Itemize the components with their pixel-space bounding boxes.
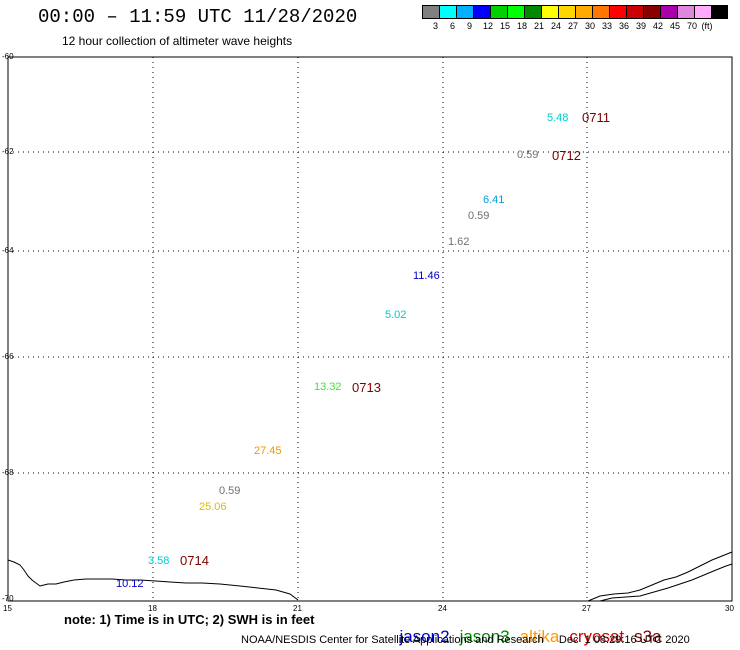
scale-label: 3 [432,21,438,31]
wave-height-label: 10.12 [116,578,144,590]
color-scale-labels: 3 6 9 12 15 18 21 24 27 30 33 36 39 42 4… [422,21,728,31]
lon-label-24: 24 [438,604,447,613]
scale-swatch [422,5,439,19]
lat-label-66: -66 [2,352,14,361]
scale-swatch [575,5,592,19]
lon-gridlines [152,57,588,601]
scale-swatch [507,5,524,19]
satellite-s3a: s3a [634,627,662,646]
scale-swatch [473,5,490,19]
scale-swatch [558,5,575,19]
color-scale-swatches [422,5,728,19]
scale-label: 15 [500,21,511,31]
scale-swatch [439,5,456,19]
scale-swatch [677,5,694,19]
lat-gridlines [8,151,732,474]
scale-unit: (ft) [701,21,713,31]
satellite-legend: jason2 jason3 altika cryosat s3a [390,607,672,647]
chart-title: 00:00 – 11:59 UTC 11/28/2020 [38,6,358,28]
scale-label: 30 [585,21,596,31]
scale-label: 9 [466,21,472,31]
pass-time-label: 0713 [352,380,381,395]
scale-swatch [694,5,711,19]
wave-height-label: 6.41 [483,194,505,206]
scale-swatch [592,5,609,19]
scale-label: 24 [551,21,562,31]
scale-swatch [660,5,677,19]
lat-label-60: -60 [2,52,14,61]
satellite-cryosat: cryosat [569,627,625,646]
wave-height-label: 11.46 [413,270,440,282]
scale-swatch [711,5,728,19]
wave-height-label: 13.32 [314,381,342,393]
wave-height-label: 0.59 [219,485,241,497]
wave-height-label: 1.62 [448,236,470,248]
scale-swatch [456,5,473,19]
wave-height-label: 27.45 [254,445,282,457]
satellite-jason3: jason3 [459,627,510,646]
scale-swatch [541,5,558,19]
scale-label: 42 [653,21,664,31]
scale-label: 70 [687,21,698,31]
satellite-jason2: jason2 [399,627,450,646]
wave-height-label: 3.58 [148,555,170,567]
lon-label-21: 21 [293,604,302,613]
wave-height-label: 0.59 [517,149,539,161]
lat-label-68: -68 [2,468,14,477]
scale-label: 18 [517,21,528,31]
lat-label-64: -64 [2,246,14,255]
wave-height-label: 5.02 [385,309,407,321]
plot-frame [7,56,733,602]
scale-label: 45 [670,21,681,31]
satellite-altika: altika [519,627,560,646]
color-scale-legend: 3 6 9 12 15 18 21 24 27 30 33 36 39 42 4… [422,5,728,31]
coastline-west [7,559,299,601]
footer-note: note: 1) Time is in UTC; 2) SWH is in fe… [64,612,315,627]
scale-label: 27 [568,21,579,31]
scale-label: 6 [449,21,455,31]
scale-label: 39 [636,21,647,31]
wave-height-label: 5.48 [547,112,569,124]
coastline-east [587,551,733,602]
coastline-east-inner [599,563,733,602]
pass-time-label: 0714 [180,553,209,568]
scale-label: 12 [483,21,494,31]
wave-height-label: 25.06 [199,501,227,513]
credit-line: NOAA/NESDIS Center for Satellite Applica… [241,634,690,646]
lon-label-27: 27 [582,604,591,613]
scale-swatch [643,5,660,19]
chart-subtitle: 12 hour collection of altimeter wave hei… [62,34,293,48]
lat-label-62: -62 [2,147,14,156]
scale-swatch [490,5,507,19]
lon-label-30: 30 [725,604,734,613]
lat-label-70: -70 [2,594,14,603]
scale-swatch [626,5,643,19]
pass-time-label: 0711 [582,110,610,125]
pass-time-label: 0712 [552,148,581,163]
lon-label-15: 15 [3,604,12,613]
scale-swatch [609,5,626,19]
scale-label: 33 [602,21,613,31]
scale-label: 21 [534,21,545,31]
wave-height-label: 0.59 [468,210,490,222]
scale-label: 36 [619,21,630,31]
scale-swatch [524,5,541,19]
coastline [7,551,733,602]
lon-label-18: 18 [148,604,157,613]
